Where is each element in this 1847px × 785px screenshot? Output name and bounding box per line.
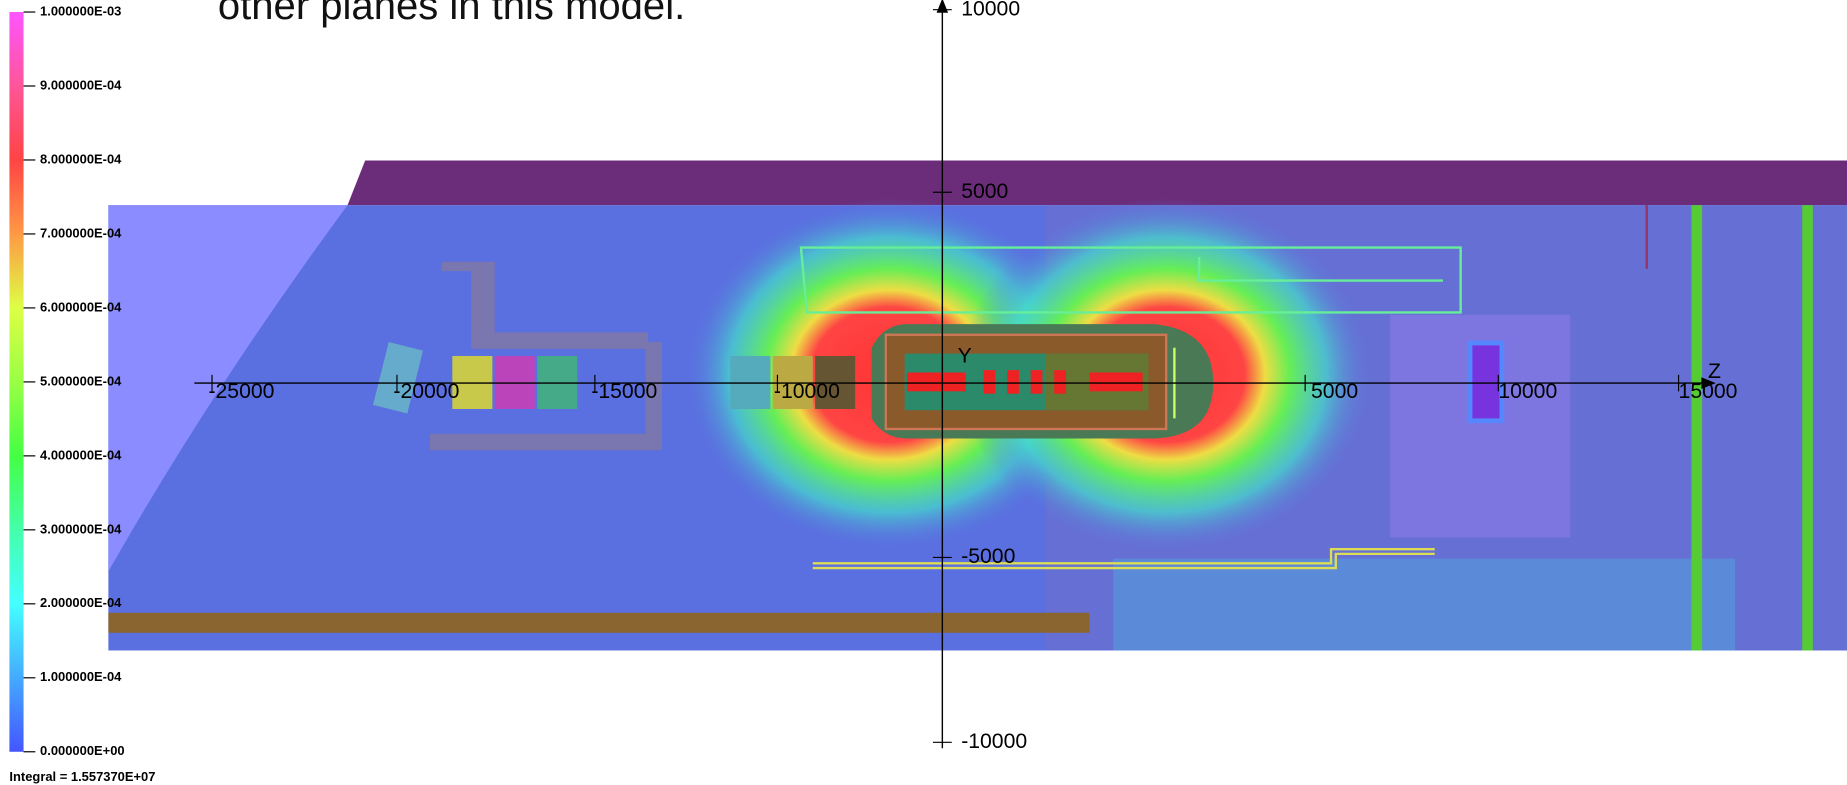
- h-axis-label: 10000: [1498, 380, 1557, 403]
- v-axis-label: -5000: [961, 545, 1015, 568]
- colorbar-label: 9.000000E-04: [40, 77, 122, 92]
- axis-name: Y: [958, 345, 972, 368]
- page: other planes in this model. Integral = 1…: [0, 0, 1847, 785]
- colorbar-label: 7.000000E-04: [40, 225, 122, 240]
- colorbar-label: 3.000000E-04: [40, 521, 122, 536]
- h-axis-label: -15000: [591, 380, 657, 403]
- plot-view: other planes in this model. Integral = 1…: [0, 0, 1847, 785]
- colorbar-label: 6.000000E-04: [40, 299, 122, 314]
- caption: other planes in this model.: [218, 0, 685, 28]
- colorbar: [9, 12, 23, 752]
- v-axis-label: 10000: [961, 0, 1020, 20]
- h-axis-label: -25000: [208, 380, 274, 403]
- h-axis-label: 15000: [1679, 380, 1738, 403]
- v-axis-label: 5000: [961, 180, 1008, 203]
- colorbar-label: 0.000000E+00: [40, 743, 125, 758]
- colorbar-label: 8.000000E-04: [40, 151, 122, 166]
- v-axis-label: -10000: [961, 730, 1027, 753]
- integral: Integral = 1.557370E+07: [9, 769, 155, 784]
- h-axis-label: -20000: [393, 380, 459, 403]
- colorbar-label: 2.000000E-04: [40, 595, 122, 610]
- h-axis-label: 5000: [1311, 380, 1358, 403]
- colorbar-label: 5.000000E-04: [40, 373, 122, 388]
- colorbar-label: 4.000000E-04: [40, 447, 122, 462]
- colorbar-label: 1.000000E-03: [40, 3, 121, 18]
- colorbar-label: 1.000000E-04: [40, 669, 122, 684]
- geometry: [108, 160, 1847, 650]
- h-axis-label: -10000: [774, 380, 840, 403]
